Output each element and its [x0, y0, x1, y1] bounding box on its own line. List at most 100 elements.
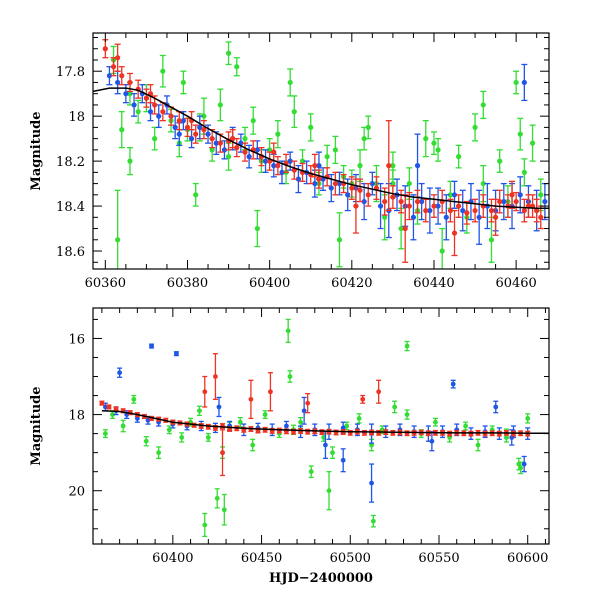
top-series-2-point: [352, 178, 359, 234]
bottom-series-0-point: [432, 417, 438, 427]
bottom-series-0-point: [326, 471, 332, 511]
bottom-series-0-point: [202, 512, 208, 538]
top-x-tick-label: 60360: [85, 276, 126, 291]
top-series-2-point: [521, 198, 528, 223]
top-y-tick-label: 18.6: [56, 245, 85, 260]
bottom-series-0-point: [156, 446, 162, 460]
top-x-tick-label: 60420: [331, 276, 372, 291]
top-series-1-point: [131, 93, 138, 117]
top-series-0-point: [225, 41, 232, 66]
bottom-y-tick-label: 18: [68, 409, 85, 424]
top-series-2-point: [492, 198, 499, 236]
bottom-series-0-point: [287, 370, 293, 383]
top-series-0-point: [439, 227, 446, 269]
top-series-2-point: [311, 153, 318, 178]
top-series-2-point: [274, 155, 281, 176]
top-series-2-point: [373, 176, 380, 200]
bottom-series-2-point: [376, 429, 382, 436]
top-series-2-point: [315, 169, 322, 189]
top-panel-y-axis-label: Magnitude: [29, 111, 44, 190]
top-series-2-point: [447, 198, 454, 223]
top-series-2-point: [348, 176, 355, 200]
top-series-2-point: [488, 198, 495, 223]
top-series-2-point: [451, 209, 458, 257]
top-series-2-point: [389, 185, 396, 209]
bottom-series-1-point: [450, 379, 456, 389]
bottom-series-0-point: [143, 436, 149, 447]
top-series-2-point: [151, 95, 158, 115]
top-series-2-point: [102, 39, 109, 59]
top-series-0-point: [513, 70, 520, 95]
top-series-1-point: [278, 160, 285, 185]
top-series-0-point: [357, 149, 364, 182]
bottom-series-0-point: [356, 413, 362, 424]
top-series-0-point: [307, 113, 314, 142]
top-series-0-point: [480, 90, 487, 120]
top-series-1-point: [155, 104, 162, 129]
bottom-series-2-point: [202, 375, 208, 408]
top-series-2-point: [242, 142, 248, 162]
bottom-x-tick-label: 60600: [507, 551, 548, 566]
top-x-tick-label: 60400: [249, 276, 290, 291]
top-series-2-point: [463, 200, 470, 225]
bottom-x-tick-label: 60500: [330, 551, 371, 566]
top-panel: 60360 60380 60400 60420 60440 60460 17.8 18 18.2…: [29, 32, 550, 291]
bottom-series-1-point: [301, 396, 307, 425]
top-series-0-point: [361, 126, 368, 151]
bottom-series-0-point: [463, 421, 469, 431]
top-series-0-point: [180, 70, 187, 95]
bottom-series-0-point: [179, 432, 185, 443]
top-series-2-point: [414, 189, 421, 214]
bottom-x-tick-label: 60550: [418, 551, 459, 566]
bottom-series-1-point: [521, 455, 527, 473]
top-series-0-point: [287, 68, 294, 97]
top-series-1-point: [262, 149, 269, 174]
top-series-2-point: [184, 117, 191, 138]
top-series-2-point: [365, 182, 372, 207]
bottom-y-tick-label: 20: [68, 485, 85, 500]
bottom-x-tick-label: 60400: [152, 551, 193, 566]
top-series-2-point: [143, 88, 150, 108]
top-series-0-point: [118, 111, 125, 149]
bottom-panel: 60400 60450 60500 60550 60600 16 18 20 Magnitud…: [29, 307, 550, 586]
top-y-tick-label: 18: [68, 110, 85, 125]
bottom-series-0-point: [237, 416, 243, 428]
top-series-2-point: [200, 120, 207, 140]
bottom-model-curve: [101, 410, 549, 434]
top-series-2-point: [533, 198, 540, 223]
top-series-1-point: [541, 182, 548, 221]
top-series-2-point: [537, 205, 544, 230]
bottom-series-2-point: [212, 353, 218, 401]
bottom-series-2-point: [447, 430, 453, 437]
top-series-0-point: [472, 113, 479, 142]
top-series-0-point: [114, 189, 121, 269]
bottom-series-0-point: [166, 425, 172, 435]
bottom-panel-marks: [99, 318, 549, 538]
top-panel-ticks: 60360 60380 60400 60420 60440 60460 17.8 18 18.2…: [56, 33, 549, 291]
bottom-panel-ticks: 60400 60450 60500 60550 60600 16 18 20: [68, 308, 549, 566]
top-series-0-point: [529, 124, 536, 162]
top-series-2-point: [385, 120, 392, 212]
top-series-2-point: [496, 189, 503, 214]
top-series-2-point: [332, 171, 339, 196]
bottom-series-0-point: [369, 438, 375, 452]
top-x-tick-label: 60460: [495, 276, 536, 291]
bottom-series-2-point: [360, 394, 366, 404]
bottom-series-0-point: [392, 400, 398, 414]
top-series-0-point: [126, 146, 133, 176]
bottom-series-0-point: [308, 465, 314, 479]
top-series-0-point: [422, 120, 429, 158]
top-series-1-point: [500, 182, 507, 221]
bottom-series-0-point: [205, 432, 211, 442]
top-series-0-point: [217, 88, 224, 122]
top-y-tick-label: 18.2: [56, 155, 85, 170]
top-series-2-point: [229, 128, 236, 149]
top-series-1-point: [521, 63, 528, 102]
top-series-0-point: [159, 54, 166, 88]
top-x-tick-label: 60440: [413, 276, 454, 291]
bottom-series-0-point: [120, 419, 126, 433]
top-series-0-point: [274, 120, 281, 149]
bottom-series-2-point: [248, 379, 254, 420]
bottom-series-1-point: [429, 431, 435, 452]
